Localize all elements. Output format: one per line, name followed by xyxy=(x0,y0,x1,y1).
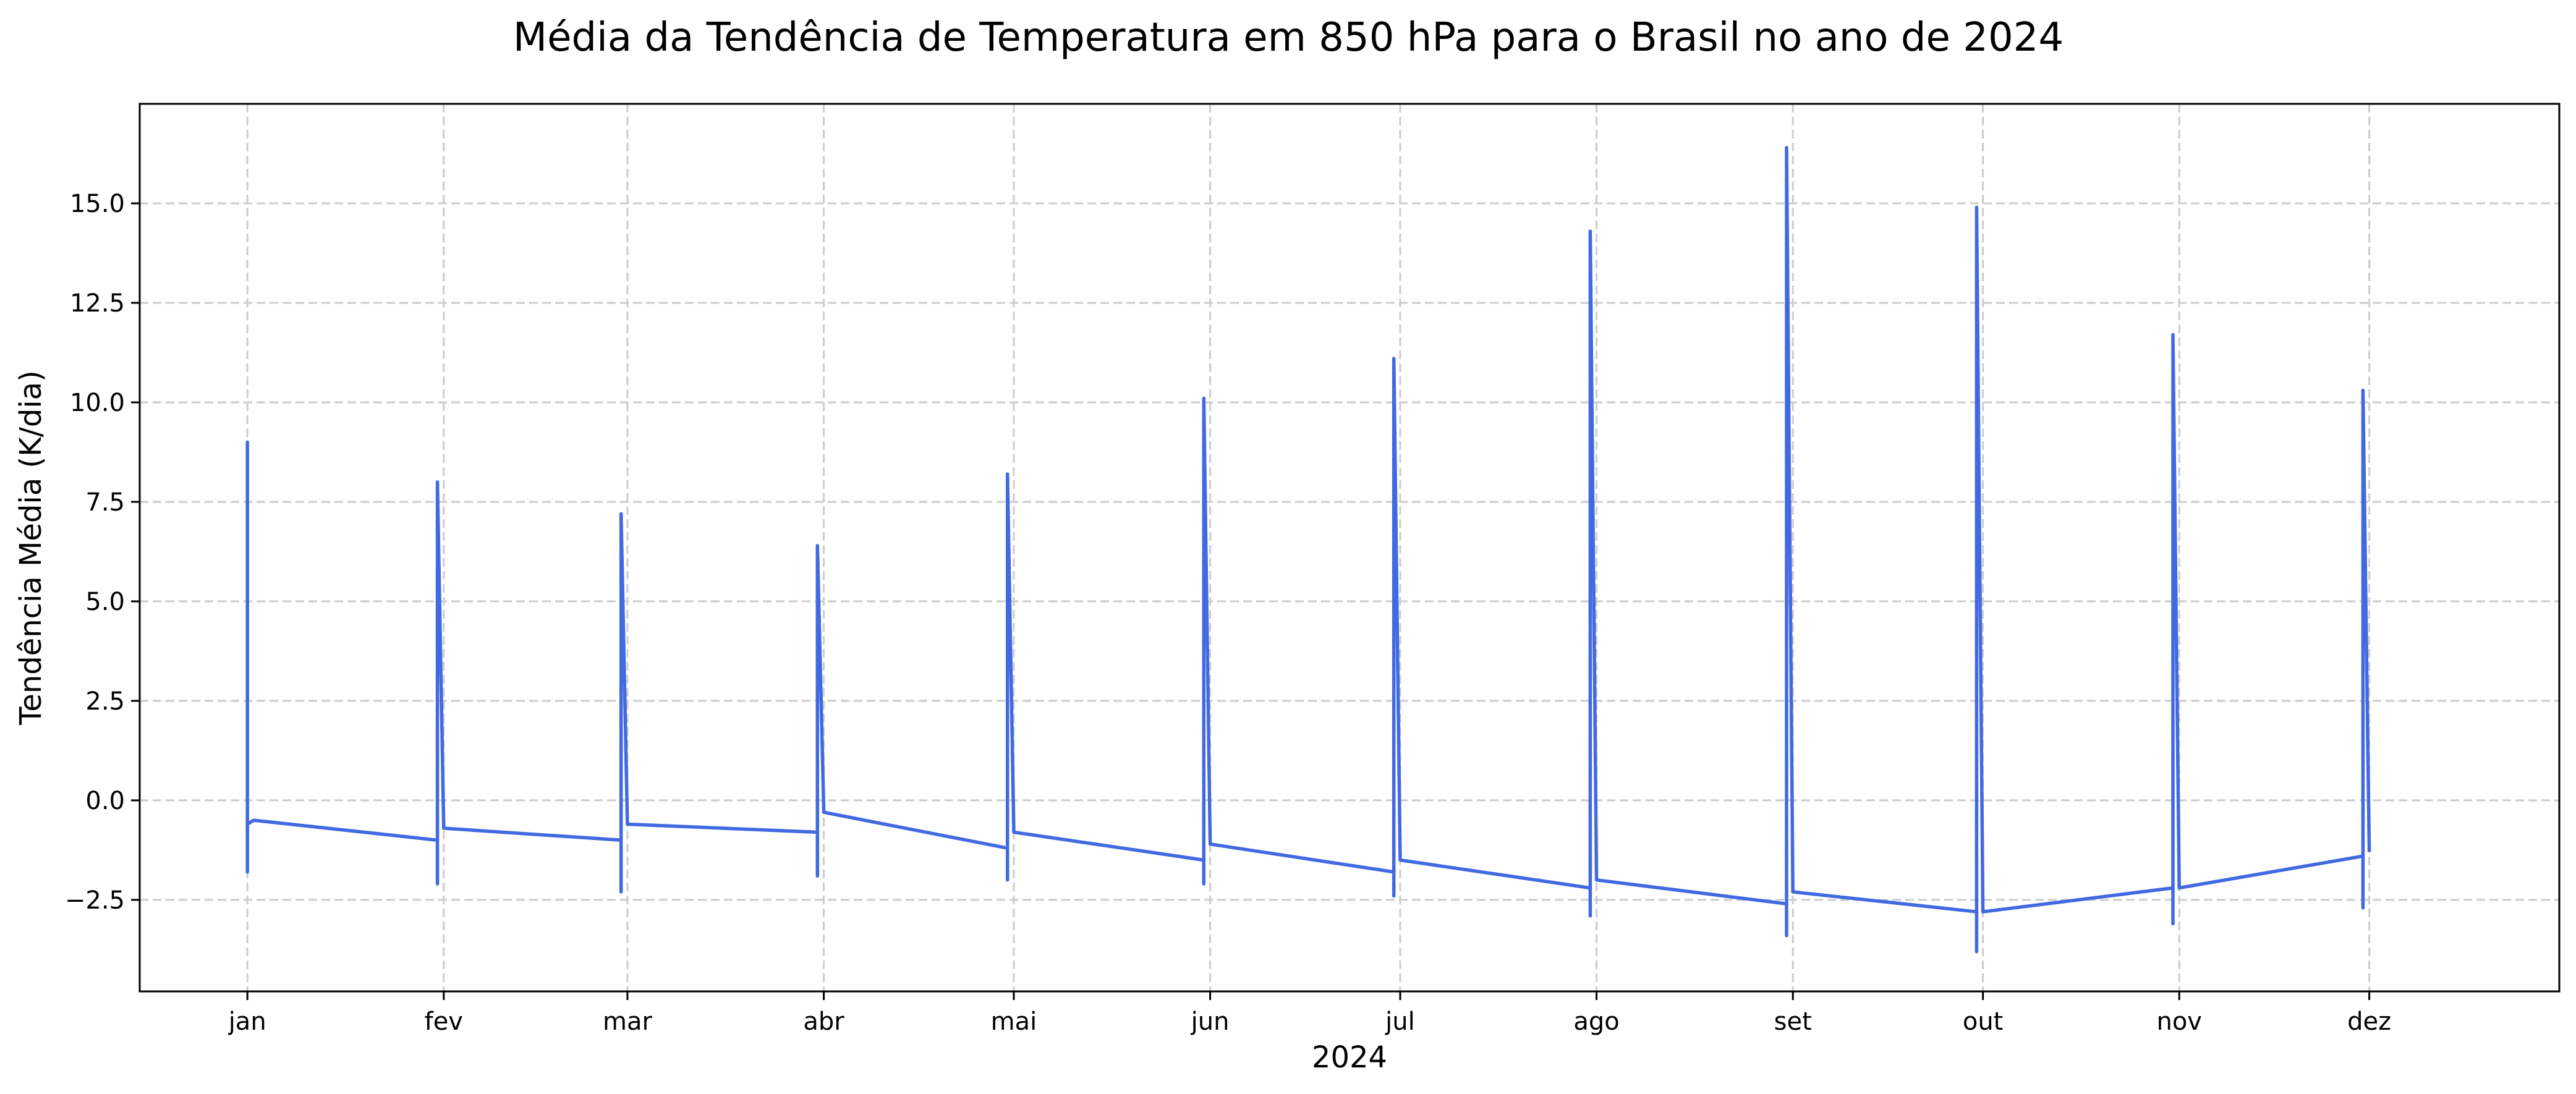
y-tick-label: 12.5 xyxy=(70,289,125,318)
grid xyxy=(140,104,2559,991)
x-tick-label: fev xyxy=(425,1007,463,1036)
y-tick-label: −2.5 xyxy=(65,886,125,915)
y-tick-label: 5.0 xyxy=(85,588,125,616)
x-tick-label: abr xyxy=(803,1007,844,1036)
x-tick-label: set xyxy=(1774,1007,1812,1036)
y-axis-label: Tendência Média (K/dia) xyxy=(14,370,48,726)
x-tick-label: jun xyxy=(1191,1007,1230,1036)
x-tick-label: jan xyxy=(228,1007,266,1036)
x-tick-label: nov xyxy=(2156,1007,2202,1036)
axis-ticks: −2.5 0.0 2.5 5.0 7.5 10.0 12.5 15.0 jan fev mar abr… xyxy=(65,190,2391,1036)
x-tick-label: mai xyxy=(991,1007,1037,1036)
x-tick-label: mar xyxy=(603,1007,652,1036)
plot-frame xyxy=(138,103,2561,993)
plot-area xyxy=(245,146,2371,954)
y-tick-label: 2.5 xyxy=(85,687,125,716)
chart-title: Média da Tendência de Temperatura em 850… xyxy=(513,15,2064,61)
y-tick-label: 15.0 xyxy=(70,190,125,218)
y-tick-label: 10.0 xyxy=(70,389,125,417)
x-tick-label: jul xyxy=(1385,1007,1415,1036)
x-tick-label: dez xyxy=(2347,1007,2391,1036)
series-line xyxy=(245,146,2371,954)
y-tick-label: 0.0 xyxy=(85,787,125,815)
x-axis-label: 2024 xyxy=(1312,1040,1387,1075)
y-tick-label: 7.5 xyxy=(85,488,125,517)
x-tick-label: ago xyxy=(1573,1007,1619,1036)
x-tick-label: out xyxy=(1963,1007,2004,1036)
